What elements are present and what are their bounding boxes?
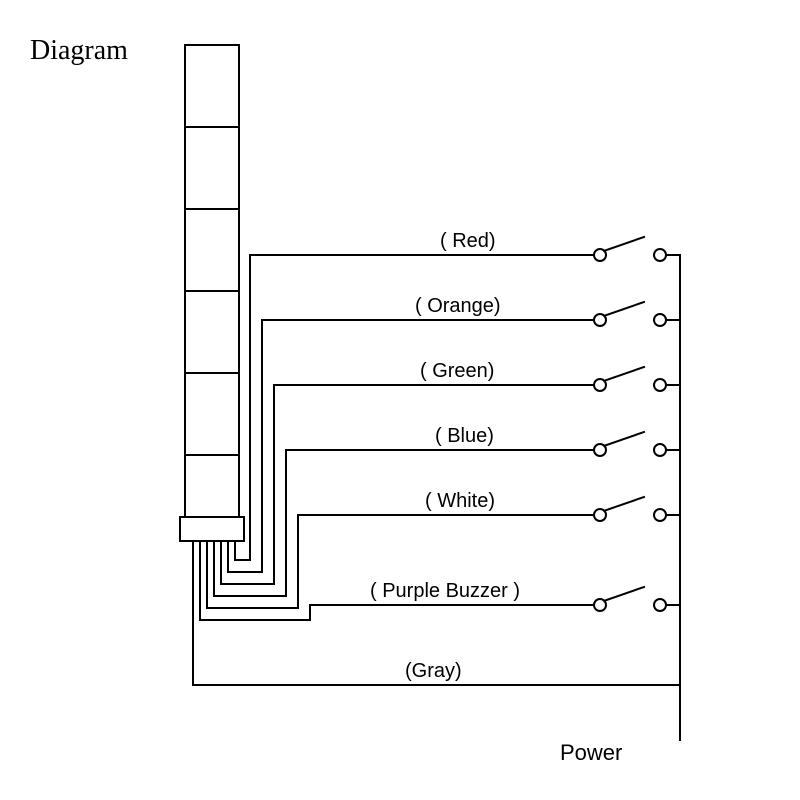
tower-segment-4 — [185, 373, 239, 455]
switch-orange-right — [654, 314, 666, 326]
tower-base — [180, 517, 244, 541]
switch-purple-arm — [604, 587, 644, 601]
label-gray: (Gray) — [405, 660, 462, 682]
switch-red-arm — [604, 237, 644, 251]
tower-segment-1 — [185, 127, 239, 209]
switch-white-arm — [604, 497, 644, 511]
tower-segment-2 — [185, 209, 239, 291]
wiring-diagram: ( Red) ( Orange) ( Green) ( Blue) ( White) ( … — [0, 0, 800, 800]
label-white: ( White) — [425, 490, 495, 512]
switch-blue-arm — [604, 432, 644, 446]
label-purple: ( Purple Buzzer ) — [370, 580, 520, 602]
label-blue: ( Blue) — [435, 425, 494, 447]
power-label: Power — [560, 740, 622, 765]
switch-green-right — [654, 379, 666, 391]
tower-segment-0 — [185, 45, 239, 127]
label-red: ( Red) — [440, 230, 496, 252]
switch-red-right — [654, 249, 666, 261]
label-green: ( Green) — [420, 360, 494, 382]
switch-white-right — [654, 509, 666, 521]
switch-blue-right — [654, 444, 666, 456]
label-orange: ( Orange) — [415, 295, 501, 317]
tower-segment-3 — [185, 291, 239, 373]
diagram-title: Diagram — [30, 35, 128, 67]
tower-segment-5 — [185, 455, 239, 517]
switch-green-arm — [604, 367, 644, 381]
switch-orange-arm — [604, 302, 644, 316]
switch-purple-right — [654, 599, 666, 611]
